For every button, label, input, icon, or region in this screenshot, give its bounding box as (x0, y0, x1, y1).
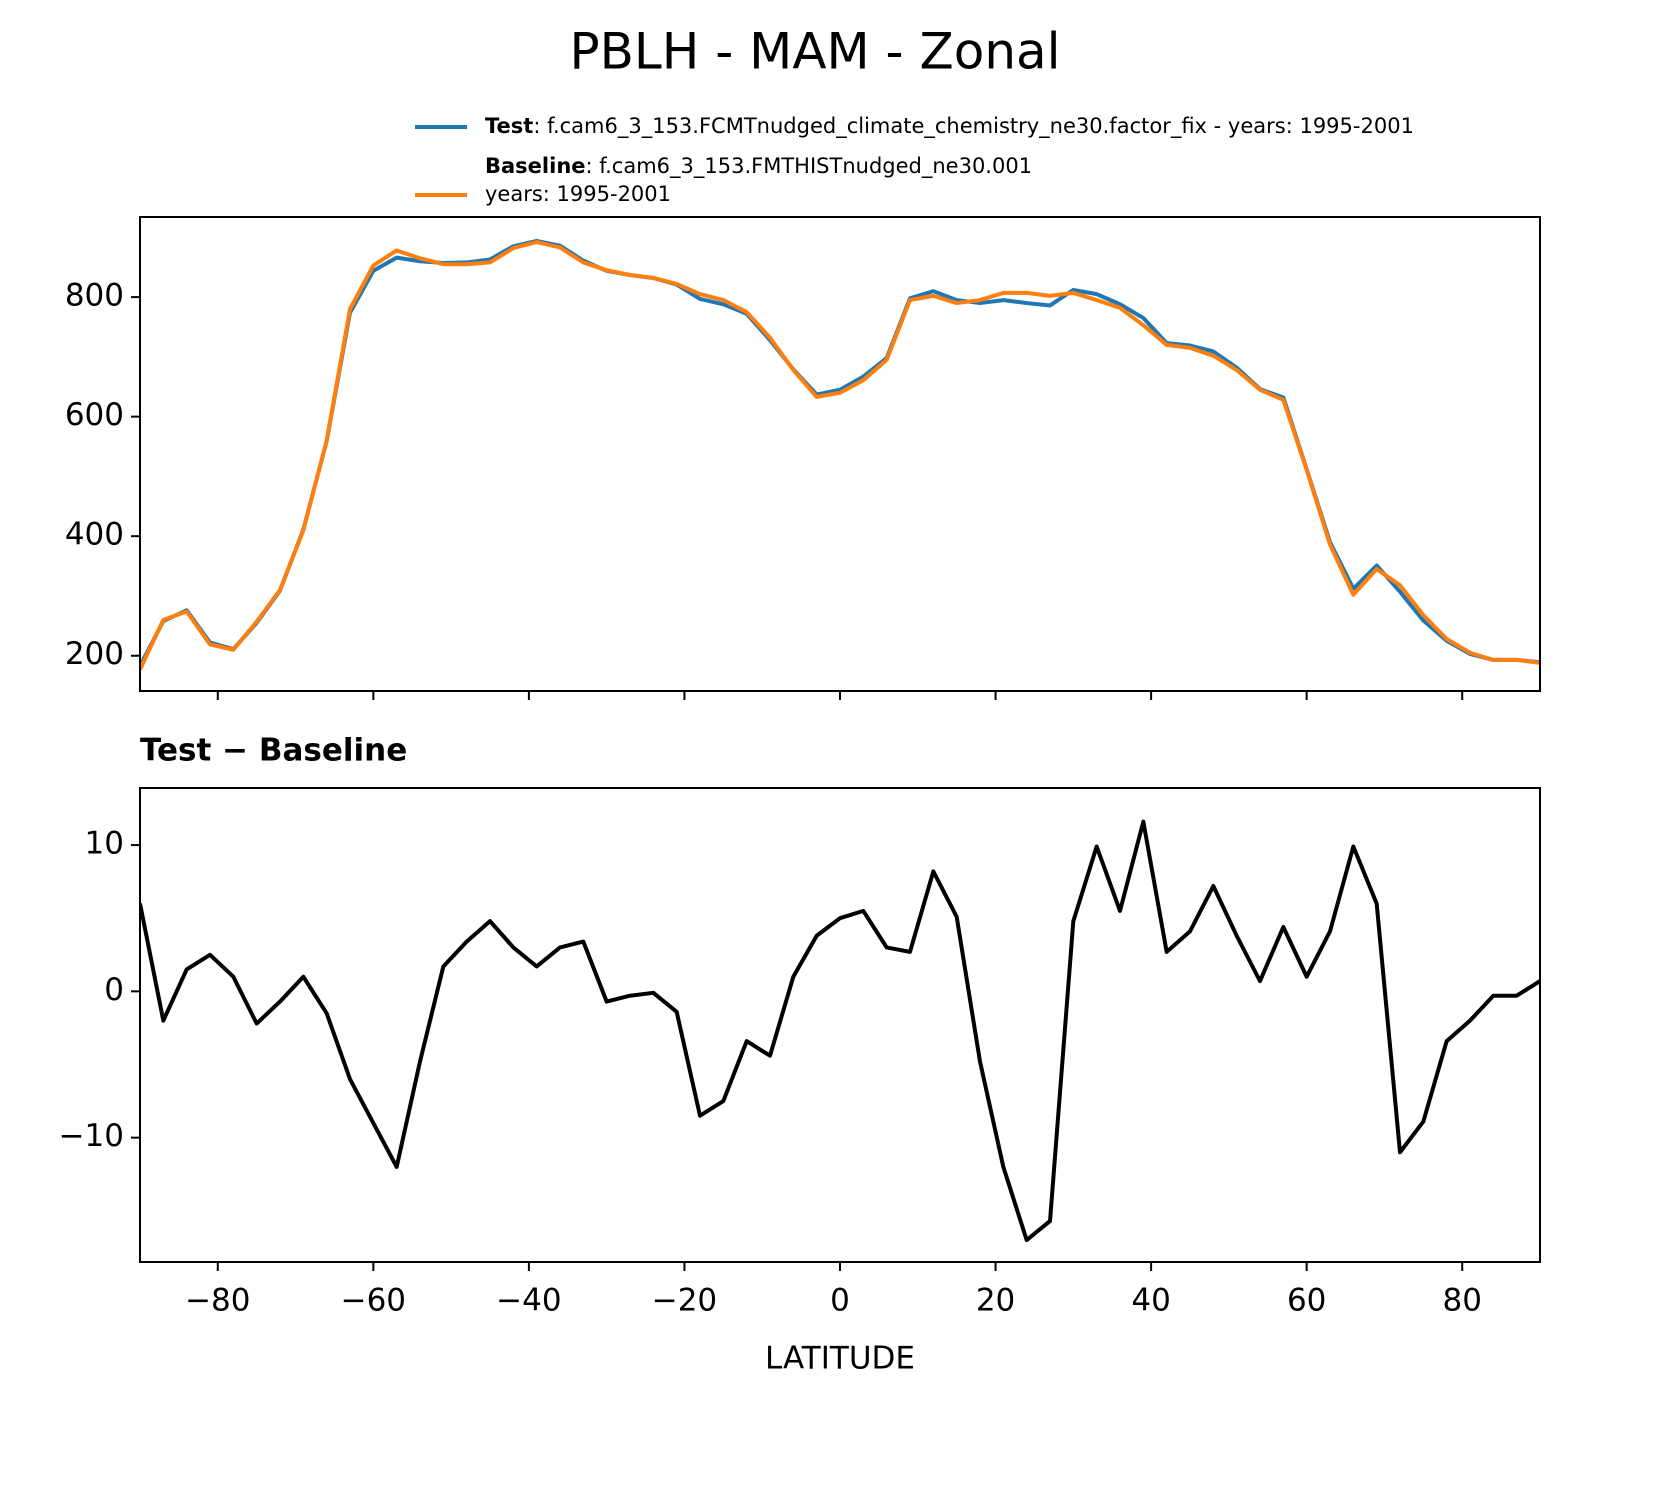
legend-entry: Baseline: f.cam6_3_153.FMTHISTnudged_ne3… (485, 154, 1032, 179)
figure-title: PBLH - MAM - Zonal (569, 23, 1060, 81)
y-tick-label: −10 (59, 1118, 124, 1154)
x-tick-label: 20 (976, 1283, 1015, 1319)
legend-detail: : f.cam6_3_153.FCMTnudged_climate_chemis… (533, 114, 1414, 139)
x-tick-label: 0 (830, 1283, 850, 1319)
x-tick-label: −20 (652, 1283, 717, 1319)
x-tick-label: −40 (496, 1283, 561, 1319)
x-tick-label: 60 (1287, 1283, 1326, 1319)
axes-frame (139, 216, 1541, 692)
data-line (140, 240, 1540, 671)
y-tick-label: 800 (65, 278, 124, 314)
legend-entry: Test: f.cam6_3_153.FCMTnudged_climate_ch… (485, 114, 1414, 139)
y-tick-label: 400 (65, 517, 124, 553)
x-axis-label: LATITUDE (765, 1341, 915, 1377)
x-tick-label: −60 (341, 1283, 406, 1319)
legend-detail: years: 1995-2001 (485, 182, 671, 206)
x-tick-label: 40 (1131, 1283, 1170, 1319)
y-tick-label: 0 (104, 972, 124, 1008)
y-tick-label: 10 (85, 826, 124, 862)
y-tick-label: 200 (65, 636, 124, 672)
y-tick-label: 600 (65, 397, 124, 433)
axes-frame (139, 787, 1541, 1263)
x-tick-label: 80 (1442, 1283, 1481, 1319)
x-tick-label: −80 (185, 1283, 250, 1319)
axes-title: Test − Baseline (140, 733, 407, 769)
legend-name: Baseline (485, 154, 586, 178)
data-line (140, 819, 1540, 1243)
legend-detail: : f.cam6_3_153.FMTHISTnudged_ne30.001 (586, 154, 1033, 179)
legend-name: Test (485, 114, 533, 138)
